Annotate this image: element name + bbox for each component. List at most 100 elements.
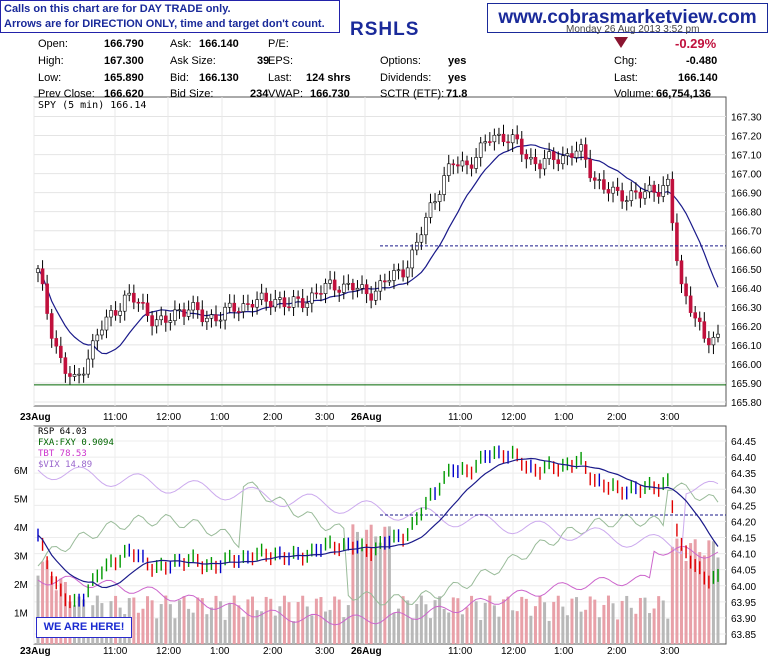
bid-size-label: Bid Size: (170, 88, 214, 100)
price-axis-tick: 167.00 (731, 170, 762, 181)
price-candle (346, 282, 351, 285)
price-candle (40, 268, 45, 285)
price-candle (223, 306, 227, 321)
volume-bar (333, 596, 337, 644)
price-candle (246, 303, 250, 305)
volume-bar (296, 601, 300, 644)
price-candle (583, 144, 588, 160)
price-candle (478, 142, 483, 158)
price-moving-average (37, 144, 719, 355)
price-candle (383, 280, 387, 283)
price-axis-tick: 166.30 (731, 303, 762, 314)
volume-bar (205, 614, 209, 644)
price-candle (36, 268, 40, 273)
price-candle (711, 337, 716, 346)
price-candle (661, 185, 666, 197)
volume-value: 66,754,136 (656, 88, 712, 100)
price-candle (693, 312, 697, 319)
website-link[interactable]: www.cobrasmarketview.com (487, 3, 768, 33)
volume-bar (460, 614, 464, 644)
price-axis-tick: 167.10 (731, 151, 762, 162)
volume-bar (255, 610, 259, 644)
ask-label: Ask: (170, 38, 192, 50)
price-axis-tick: 166.70 (731, 227, 762, 238)
rsp-axis-tick: 63.90 (731, 614, 756, 625)
time-axis-tick: 23Aug (20, 646, 51, 657)
volume-axis-tick: 5M (14, 495, 28, 506)
price-candle (113, 310, 118, 316)
volume-bar (264, 596, 268, 644)
price-candle (310, 292, 314, 304)
time-axis-tick: 26Aug (351, 412, 382, 423)
price-candle (54, 338, 59, 347)
time-axis-tick: 1:00 (554, 646, 574, 657)
volume-bar (410, 618, 414, 644)
price-candle (323, 283, 328, 294)
volume-bar (474, 601, 478, 644)
volume-bar (442, 608, 446, 644)
volume-bar (533, 606, 537, 644)
volume-axis-tick: 2M (14, 580, 28, 591)
price-candle (538, 163, 542, 170)
legend-vix: $VIX 14.89 (38, 460, 93, 470)
volume-bar (50, 576, 54, 644)
volume-axis-tick: 1M (14, 609, 28, 620)
price-candle (282, 297, 287, 308)
price-candle (141, 302, 145, 304)
price-candle (419, 234, 424, 243)
price-candle (227, 302, 232, 308)
price-candle (442, 175, 446, 195)
rsp-axis-tick: 64.35 (731, 469, 756, 480)
volume-bar (565, 615, 569, 644)
time-axis-tick: 12:00 (156, 646, 181, 657)
price-candle (533, 157, 538, 165)
volume-bar (209, 607, 213, 644)
time-axis-tick: 12:00 (501, 646, 526, 657)
low-value: 165.890 (104, 72, 144, 84)
price-candle (259, 292, 264, 300)
price-candle (620, 190, 624, 202)
price-axis-tick: 166.50 (731, 265, 762, 276)
pe-label: P/E: (268, 38, 289, 50)
volume-bar (552, 601, 556, 644)
volume-bar (524, 598, 528, 644)
volume-bar (237, 605, 241, 644)
price-candle (588, 159, 593, 179)
vwap-label: VWAP: (268, 88, 304, 100)
price-candle (697, 317, 702, 322)
price-axis-tick: 167.20 (731, 132, 762, 143)
price-axis-tick: 166.60 (731, 246, 762, 257)
price-candle (606, 189, 611, 194)
volume-bar (579, 611, 583, 644)
prev-close-label: Prev Close: (38, 88, 95, 100)
price-candle (551, 151, 556, 161)
price-candle (396, 269, 401, 272)
price-candle (273, 299, 278, 308)
price-candle (136, 301, 141, 304)
price-candle (291, 296, 296, 308)
price-candle (173, 309, 177, 321)
time-axis-tick: 1:00 (554, 412, 574, 423)
volume-bar (456, 598, 460, 644)
price-candle (524, 153, 529, 160)
volume-bar (547, 620, 551, 644)
volume-bar (314, 598, 318, 644)
bid-value: 166.130 (199, 72, 239, 84)
price-candle (150, 315, 154, 327)
volume-bar (387, 526, 391, 644)
price-candle (451, 163, 456, 166)
rsp-axis-tick: 64.25 (731, 501, 756, 512)
price-candle (716, 333, 720, 338)
price-candle (337, 289, 342, 293)
volume-bar (575, 597, 579, 644)
volume-bar (465, 607, 469, 644)
last-size-label: Last: (268, 72, 292, 84)
price-candle (104, 316, 109, 331)
price-candle (191, 302, 195, 311)
price-candle (182, 309, 186, 317)
price-candle (629, 190, 634, 201)
volume-bar (136, 612, 140, 644)
price-candle (670, 178, 675, 224)
time-axis-tick: 3:00 (660, 646, 680, 657)
rsp-moving-average (37, 457, 719, 589)
